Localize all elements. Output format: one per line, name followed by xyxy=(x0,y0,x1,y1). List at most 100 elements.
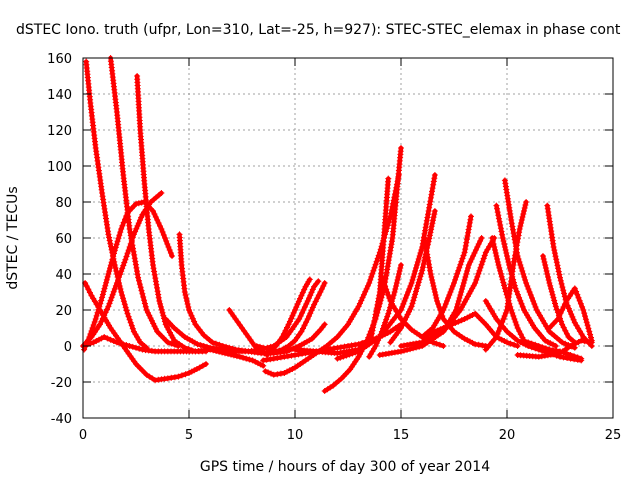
data-point-marker xyxy=(138,287,145,294)
data-point-marker xyxy=(154,288,161,295)
data-point-marker xyxy=(262,368,269,375)
data-point-marker xyxy=(156,298,163,304)
data-point-marker xyxy=(380,277,386,284)
data-point-marker xyxy=(426,264,433,271)
data-point-marker xyxy=(334,355,341,362)
data-point-marker xyxy=(448,286,455,292)
data-point-marker xyxy=(552,253,559,260)
data-point-marker xyxy=(571,353,578,360)
data-point-marker xyxy=(540,256,547,262)
data-point-marker xyxy=(352,349,359,356)
data-point-marker xyxy=(312,298,319,305)
data-point-marker xyxy=(132,228,139,235)
data-point-marker xyxy=(127,319,134,326)
data-point-marker xyxy=(301,322,308,329)
data-point-marker xyxy=(135,274,142,281)
data-point-marker xyxy=(108,243,114,250)
data-point-marker xyxy=(513,242,520,249)
data-point-marker xyxy=(299,289,306,296)
data-point-marker xyxy=(139,290,146,297)
data-point-marker xyxy=(397,265,404,271)
data-point-marker xyxy=(494,209,501,216)
data-point-marker xyxy=(169,253,175,259)
data-point-marker xyxy=(562,327,569,334)
data-point-marker xyxy=(440,307,447,313)
data-point-marker xyxy=(298,328,305,335)
data-point-marker xyxy=(253,343,260,349)
data-point-marker xyxy=(129,234,136,241)
data-point-marker xyxy=(510,226,516,233)
data-point-marker xyxy=(547,340,554,347)
data-point-marker xyxy=(582,316,589,323)
data-point-marker xyxy=(442,301,449,307)
data-point-marker xyxy=(429,188,435,195)
data-point-marker xyxy=(107,265,113,272)
data-point-marker xyxy=(151,323,158,330)
data-point-marker xyxy=(505,259,512,265)
data-point-marker xyxy=(552,300,558,307)
data-point-marker xyxy=(522,202,529,208)
data-point-marker xyxy=(398,325,404,331)
data-point-marker xyxy=(249,357,256,364)
data-point-marker xyxy=(102,282,109,289)
data-point-marker xyxy=(557,274,563,281)
data-point-marker xyxy=(516,328,523,335)
data-point-marker xyxy=(301,340,308,347)
data-point-marker xyxy=(582,313,588,320)
data-point-marker xyxy=(197,342,204,349)
data-point-marker xyxy=(372,314,378,321)
x-tick-label: 10 xyxy=(287,428,304,443)
data-point-marker xyxy=(104,335,111,342)
data-point-marker xyxy=(465,265,471,271)
data-point-marker xyxy=(451,280,457,286)
data-point-marker xyxy=(373,308,380,315)
data-point-marker xyxy=(517,223,524,229)
data-point-marker xyxy=(498,322,505,328)
data-point-marker xyxy=(126,316,133,323)
data-point-marker xyxy=(524,283,531,289)
data-point-marker xyxy=(460,280,467,286)
data-point-marker xyxy=(165,326,172,333)
data-point-marker xyxy=(425,261,432,268)
data-point-marker xyxy=(167,250,174,256)
data-point-marker xyxy=(160,232,167,238)
data-point-marker xyxy=(556,271,563,278)
data-point-marker xyxy=(151,211,158,217)
data-point-marker xyxy=(494,259,501,265)
data-point-marker xyxy=(110,288,117,295)
data-point-marker xyxy=(418,270,425,277)
data-point-marker xyxy=(545,277,552,283)
data-point-marker xyxy=(567,343,574,349)
data-point-marker xyxy=(542,262,549,268)
data-point-marker xyxy=(154,284,160,291)
data-point-marker xyxy=(521,205,528,211)
data-point-marker xyxy=(553,259,560,266)
data-point-marker xyxy=(431,208,438,214)
data-point-marker xyxy=(193,366,200,372)
data-point-marker xyxy=(346,351,353,358)
data-point-marker xyxy=(563,330,570,337)
data-point-marker xyxy=(106,300,113,307)
data-point-marker xyxy=(500,316,507,322)
data-point-marker xyxy=(97,321,103,328)
data-point-marker xyxy=(382,319,389,326)
data-point-marker xyxy=(384,266,391,273)
data-point-marker xyxy=(555,268,562,275)
data-point-marker xyxy=(462,274,469,280)
data-point-marker xyxy=(466,223,473,230)
data-point-marker xyxy=(337,344,344,351)
data-point-marker xyxy=(126,244,133,250)
data-point-marker xyxy=(541,259,548,265)
data-point-marker xyxy=(290,309,297,316)
data-point-marker xyxy=(136,345,143,352)
data-point-marker xyxy=(516,229,523,236)
data-point-marker xyxy=(429,220,436,227)
data-point-marker xyxy=(300,307,307,313)
data-point-marker xyxy=(476,267,483,274)
data-point-marker xyxy=(579,303,586,310)
data-point-marker xyxy=(276,347,283,354)
data-point-marker xyxy=(517,262,524,268)
data-point-marker xyxy=(556,313,563,319)
data-point-marker xyxy=(509,310,516,316)
